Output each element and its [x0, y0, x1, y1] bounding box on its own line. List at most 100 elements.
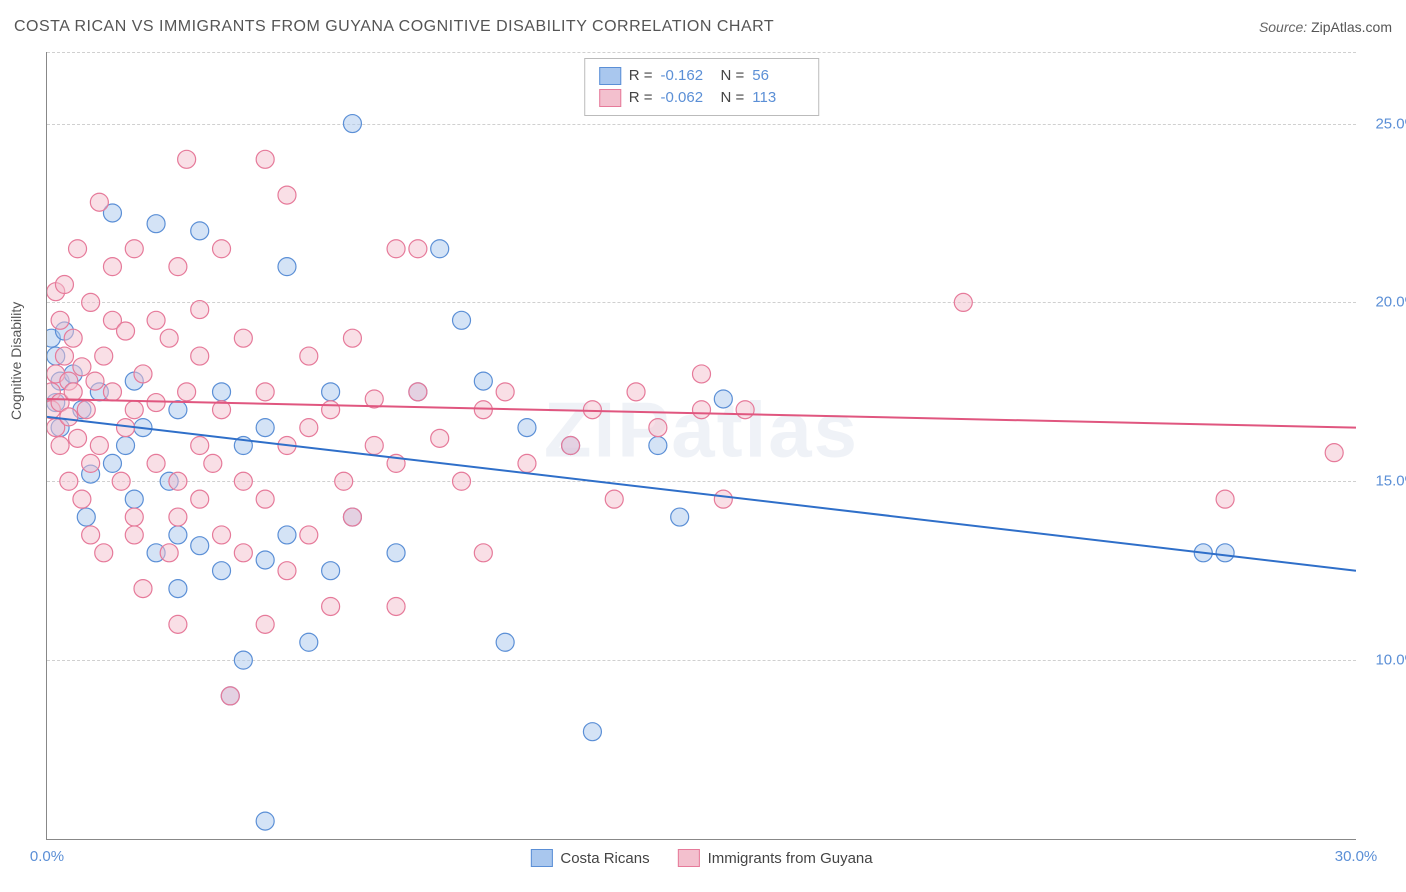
legend-bottom-label-2: Immigrants from Guyana — [708, 850, 873, 867]
scatter-point — [300, 526, 318, 544]
scatter-point — [234, 651, 252, 669]
scatter-point — [51, 437, 69, 455]
scatter-point — [714, 490, 732, 508]
scatter-point — [474, 401, 492, 419]
ytick-label: 25.0% — [1362, 115, 1406, 132]
scatter-point — [387, 597, 405, 615]
legend-bottom-swatch-2 — [678, 849, 700, 867]
scatter-point — [169, 258, 187, 276]
scatter-point — [343, 329, 361, 347]
scatter-point — [117, 322, 135, 340]
legend-bottom-swatch-1 — [530, 849, 552, 867]
scatter-point — [64, 329, 82, 347]
scatter-point — [191, 437, 209, 455]
scatter-point — [234, 544, 252, 562]
scatter-point — [221, 687, 239, 705]
legend-bottom-label-1: Costa Ricans — [560, 850, 649, 867]
scatter-point — [409, 240, 427, 258]
scatter-point — [178, 150, 196, 168]
scatter-point — [169, 472, 187, 490]
scatter-point — [55, 276, 73, 294]
scatter-point — [134, 580, 152, 598]
scatter-point — [147, 454, 165, 472]
scatter-point — [474, 544, 492, 562]
scatter-point — [213, 383, 231, 401]
scatter-point — [213, 562, 231, 580]
scatter-point — [234, 472, 252, 490]
scatter-point — [90, 193, 108, 211]
scatter-point — [256, 419, 274, 437]
scatter-point — [117, 437, 135, 455]
scatter-point — [191, 347, 209, 365]
scatter-point — [387, 544, 405, 562]
scatter-point — [77, 508, 95, 526]
scatter-point — [191, 537, 209, 555]
scatter-point — [387, 240, 405, 258]
scatter-point — [234, 329, 252, 347]
scatter-point — [954, 293, 972, 311]
scatter-point — [409, 383, 427, 401]
scatter-point — [714, 390, 732, 408]
legend-swatch-2 — [599, 89, 621, 107]
scatter-point — [169, 508, 187, 526]
scatter-point — [160, 544, 178, 562]
scatter-point — [82, 293, 100, 311]
ytick-label: 20.0% — [1362, 294, 1406, 311]
scatter-point — [278, 186, 296, 204]
xtick-label: 0.0% — [30, 848, 64, 865]
scatter-point — [693, 365, 711, 383]
scatter-point — [134, 365, 152, 383]
scatter-point — [562, 437, 580, 455]
scatter-point — [60, 408, 78, 426]
scatter-point — [518, 419, 536, 437]
scatter-point — [125, 490, 143, 508]
scatter-point — [322, 401, 340, 419]
scatter-point — [213, 526, 231, 544]
legend-swatch-1 — [599, 67, 621, 85]
scatter-point — [1325, 444, 1343, 462]
scatter-point — [649, 419, 667, 437]
legend-row-series-2: R = -0.062 N = 113 — [599, 87, 805, 109]
scatter-point — [1216, 544, 1234, 562]
scatter-point — [125, 401, 143, 419]
scatter-point — [453, 311, 471, 329]
r-value-2: -0.062 — [661, 87, 713, 109]
scatter-point — [256, 812, 274, 830]
scatter-point — [256, 490, 274, 508]
xtick-label: 30.0% — [1335, 848, 1378, 865]
scatter-point — [453, 472, 471, 490]
correlation-legend: R = -0.162 N = 56 R = -0.062 N = 113 — [584, 58, 820, 116]
scatter-point — [82, 526, 100, 544]
n-label: N = — [721, 87, 745, 109]
scatter-point — [86, 372, 104, 390]
scatter-point — [671, 508, 689, 526]
scatter-point — [191, 490, 209, 508]
scatter-point — [335, 472, 353, 490]
scatter-point — [300, 419, 318, 437]
scatter-point — [125, 526, 143, 544]
scatter-point — [322, 597, 340, 615]
n-value-1: 56 — [752, 65, 804, 87]
scatter-point — [51, 311, 69, 329]
scatter-point — [256, 383, 274, 401]
scatter-point — [73, 490, 91, 508]
scatter-point — [147, 394, 165, 412]
scatter-point — [77, 401, 95, 419]
scatter-point — [169, 401, 187, 419]
scatter-point — [125, 240, 143, 258]
scatter-point — [256, 615, 274, 633]
scatter-point — [73, 358, 91, 376]
n-value-2: 113 — [752, 87, 804, 109]
legend-item-2: Immigrants from Guyana — [678, 849, 873, 867]
chart-title: COSTA RICAN VS IMMIGRANTS FROM GUYANA CO… — [14, 18, 774, 36]
scatter-point — [95, 544, 113, 562]
scatter-point — [69, 429, 87, 447]
scatter-point — [736, 401, 754, 419]
scatter-point — [583, 401, 601, 419]
ytick-label: 10.0% — [1362, 652, 1406, 669]
scatter-point — [300, 633, 318, 651]
scatter-point — [90, 437, 108, 455]
scatter-point — [322, 562, 340, 580]
scatter-point — [583, 723, 601, 741]
series-legend: Costa Ricans Immigrants from Guyana — [530, 849, 872, 867]
